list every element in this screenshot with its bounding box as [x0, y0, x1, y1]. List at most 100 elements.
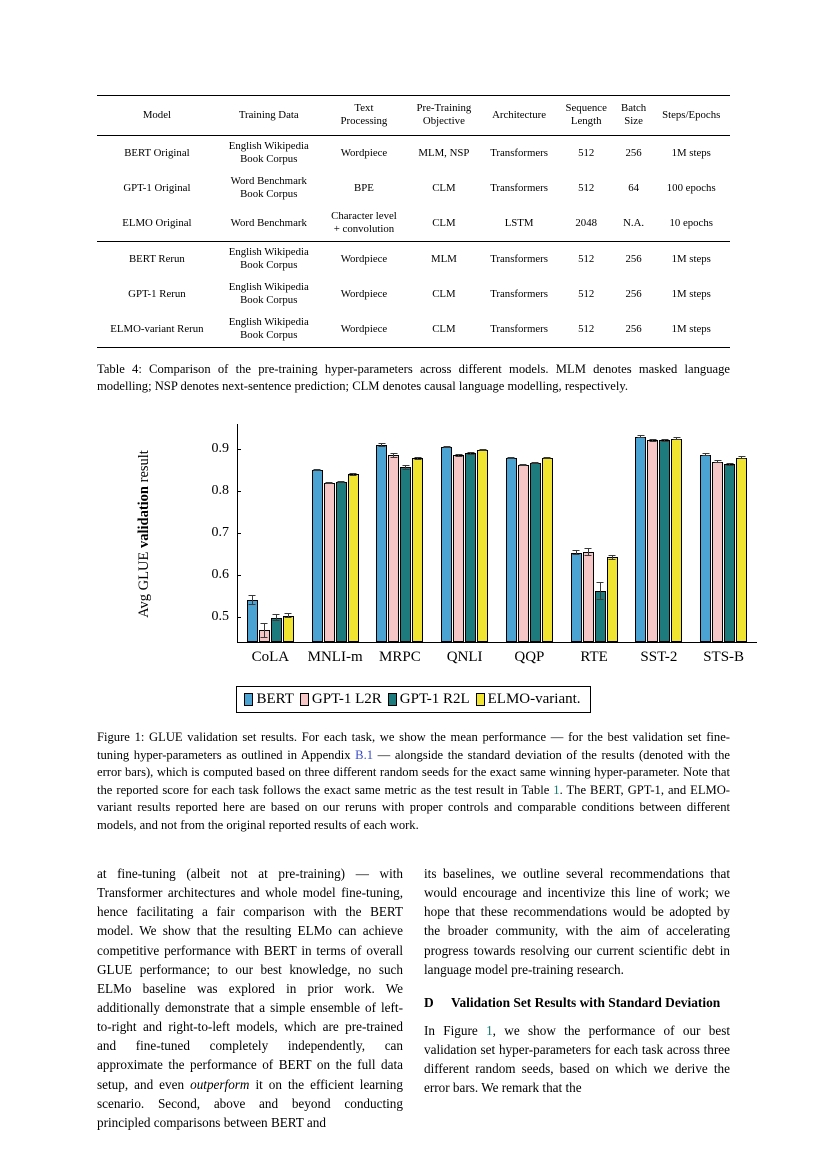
- x-category-label: MRPC: [379, 649, 421, 666]
- table-cell: Transformers: [490, 252, 548, 265]
- table-cell: 512: [578, 252, 595, 265]
- bar-group-CoLA: CoLA: [238, 424, 303, 666]
- table-cell: Wordpiece: [340, 322, 388, 335]
- table-cell: English Wikipedia Book Corpus: [228, 280, 309, 307]
- bar-slot: [594, 424, 606, 643]
- bar-BERT: [376, 445, 388, 643]
- bar-ELMO-variant: [412, 458, 424, 643]
- x-category-label: SST-2: [640, 649, 678, 666]
- bar-groups: CoLA MNLI-m MRPC QNLI QQP RTE SST-2 STS-B: [238, 424, 756, 666]
- bars: [635, 424, 683, 643]
- x-category-label: QNLI: [446, 649, 483, 666]
- error-bar: [313, 468, 321, 472]
- table-cell: Word Benchmark Book Corpus: [230, 174, 307, 201]
- bar-group-QNLI: QNLI: [432, 424, 497, 666]
- table-cell: GPT-1 Original: [123, 181, 191, 194]
- text-segment: . The BERT, GPT-1, and ELMO-variant resu…: [97, 782, 731, 832]
- error-bar: [325, 481, 333, 485]
- error-bar: [531, 462, 539, 465]
- table-cell: 1M steps: [671, 287, 711, 300]
- bar-slot: [647, 424, 659, 643]
- error-bar: [543, 457, 551, 460]
- table-row: GPT-1 Original Word Benchmark Book Corpus…: [97, 171, 730, 206]
- error-bar: [572, 550, 580, 556]
- y-axis-label: Avg GLUE validation result: [136, 425, 156, 643]
- table-cell: English Wikipedia Book Corpus: [228, 245, 309, 272]
- bar-slot: [671, 424, 683, 643]
- error-bar: [507, 457, 515, 460]
- error-bar: [661, 439, 669, 442]
- table-cell: 2048: [575, 216, 597, 229]
- y-tick-label: 0.8: [211, 483, 230, 499]
- bar-ELMO-variant: [736, 457, 748, 643]
- bar-slot: [635, 424, 647, 643]
- table-cell: MLM: [431, 252, 457, 265]
- table-cell: 256: [625, 146, 642, 159]
- column-header: Model: [97, 95, 217, 136]
- bar-GPT-1 R2L: [529, 463, 541, 643]
- error-bar: [714, 460, 722, 464]
- legend-swatch: [387, 693, 397, 707]
- bar-slot: [246, 424, 258, 643]
- legend-label: ELMO-variant.: [487, 691, 581, 708]
- bar-ELMO-variant: [541, 458, 553, 643]
- y-tick-label: 0.6: [211, 566, 230, 582]
- y-tick-mark: [237, 574, 241, 576]
- bar-group-MRPC: MRPC: [368, 424, 433, 666]
- error-bar: [519, 463, 527, 466]
- table-cell: Transformers: [490, 287, 548, 300]
- y-tick-mark: [237, 449, 241, 451]
- body-paragraph: In Figure 1, we show the performance of …: [424, 1021, 730, 1098]
- text-segment: result: [136, 450, 152, 487]
- bar-BERT: [246, 600, 258, 643]
- error-bar: [702, 452, 710, 457]
- table-cell: Transformers: [490, 146, 548, 159]
- bar-BERT: [635, 436, 647, 643]
- error-bar: [649, 439, 657, 442]
- cross-reference-link[interactable]: 1: [486, 1022, 493, 1038]
- error-bar: [584, 547, 592, 557]
- bar-BERT: [700, 454, 712, 643]
- bar-BERT: [311, 469, 323, 643]
- bars: [376, 424, 424, 643]
- left-column: at fine-tuning (albeit not at pre-traini…: [97, 864, 403, 1132]
- bar-slot: [282, 424, 294, 643]
- bar-slot: [376, 424, 388, 643]
- bars: [570, 424, 618, 643]
- bar-slot: [441, 424, 453, 643]
- body-paragraph: its baselines, we outline several recomm…: [424, 864, 730, 979]
- x-category-label: CoLA: [251, 649, 290, 666]
- cross-reference-link[interactable]: 1: [553, 782, 560, 797]
- body-paragraph: at fine-tuning (albeit not at pre-traini…: [97, 864, 403, 1132]
- bar-GPT-1 R2L: [335, 481, 347, 643]
- bar-ELMO-variant: [477, 450, 489, 643]
- bar-slot: [311, 424, 323, 643]
- text-segment: outperform: [190, 1076, 250, 1092]
- table-cell: 64: [628, 181, 639, 194]
- y-tick-label: 0.5: [211, 608, 230, 624]
- error-bar: [608, 554, 616, 560]
- table-cell: N.A.: [623, 216, 645, 229]
- bar-GPT-1 L2R: [582, 551, 594, 643]
- glue-figure: Avg GLUE validation result 0.5 0.6 0.7 0.8 0…: [97, 424, 757, 714]
- error-bar: [479, 448, 487, 452]
- table-cell: Wordpiece: [340, 287, 388, 300]
- y-tick-label: 0.9: [211, 441, 230, 457]
- bar-ELMO-variant: [282, 615, 294, 643]
- table-cell: MLM, NSP: [418, 146, 470, 159]
- bar-slot: [582, 424, 594, 643]
- cross-reference-link[interactable]: B.1: [355, 747, 374, 762]
- error-bar: [272, 614, 280, 622]
- table-group-rerun: BERT Rerun English Wikipedia Book Corpus W…: [97, 241, 730, 347]
- legend-label: GPT-1 L2R: [311, 691, 382, 708]
- legend-swatch: [475, 693, 485, 707]
- legend-swatch: [299, 693, 309, 707]
- text-segment: at fine-tuning (albeit not at pre-traini…: [97, 866, 403, 1092]
- table-cell: ELMO-variant Rerun: [110, 322, 204, 335]
- x-category-label: STS-B: [703, 649, 745, 666]
- y-tick-mark: [237, 533, 241, 535]
- bar-GPT-1 L2R: [647, 440, 659, 643]
- bar-slot: [505, 424, 517, 643]
- bar-slot: [270, 424, 282, 643]
- text-segment: validation: [136, 486, 152, 549]
